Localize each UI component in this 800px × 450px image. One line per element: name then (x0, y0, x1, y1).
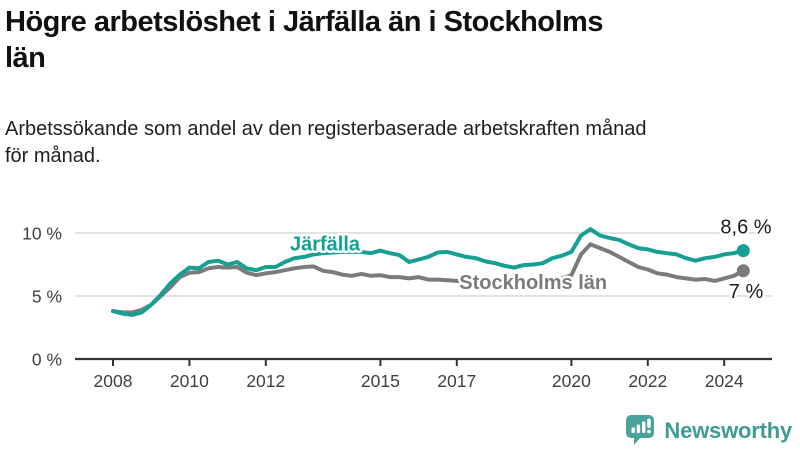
y-tick-label: 5 % (32, 287, 62, 307)
speech-bubble-bar-chart-icon (626, 415, 655, 445)
page-title: Högre arbetslöshet i Järfälla än i Stock… (5, 6, 603, 74)
series-label-stockholms-lan: Stockholms län (459, 272, 607, 294)
end-value-label-jarfalla: 8,6 % (720, 217, 771, 239)
x-tick-label: 2008 (94, 371, 133, 391)
end-dot-stockholms-lan (736, 264, 750, 278)
series-label-jarfalla: Järfälla (290, 234, 361, 256)
line-jarfalla (111, 227, 746, 317)
x-tick-label: 2020 (552, 371, 591, 391)
y-tick-label: 0 % (32, 350, 62, 370)
line-stockholms-lan (111, 242, 746, 315)
end-dot-jarfalla (736, 244, 750, 258)
x-tick-label: 2012 (246, 371, 285, 391)
y-tick-label: 10 % (22, 224, 62, 244)
end-value-label-stockholms-lan: 7 % (729, 281, 764, 303)
x-tick-label: 2024 (705, 371, 744, 391)
x-tick-label: 2010 (170, 371, 209, 391)
page-subtitle: Arbetssökande som andel av den registerb… (5, 118, 647, 167)
newsworthy-wordmark: Newsworthy (664, 417, 792, 443)
newsworthy-logo[interactable]: Newsworthy (624, 414, 792, 447)
x-tick-label: 2017 (437, 371, 476, 391)
x-tick-label: 2015 (361, 371, 400, 391)
x-tick-label: 2022 (628, 371, 667, 391)
